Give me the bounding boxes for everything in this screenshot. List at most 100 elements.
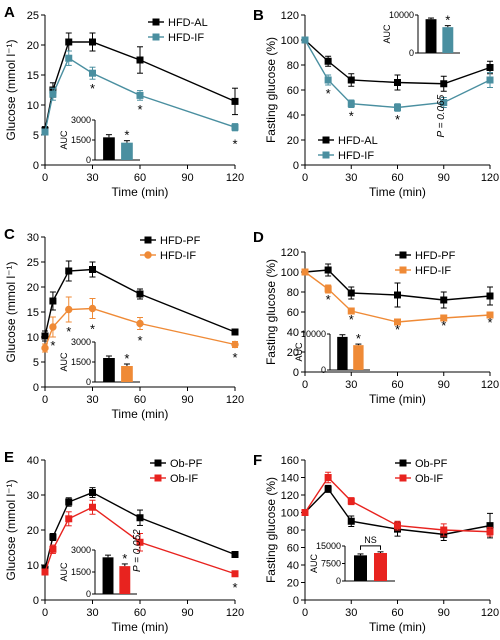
- y-tick-label: 20: [27, 40, 39, 52]
- legend-marker: [399, 474, 407, 482]
- inset-axis-label: AUC: [382, 24, 392, 44]
- y-tick-label: 0: [33, 160, 39, 172]
- series-line: [44, 307, 236, 349]
- legend-marker: [152, 18, 160, 26]
- auc-star: *: [356, 331, 361, 346]
- x-tick-label: 60: [134, 394, 146, 406]
- inset-tick-label: 3000: [71, 115, 91, 125]
- x-tick-label: 120: [481, 379, 499, 391]
- legend-marker: [144, 236, 152, 244]
- series-line: [304, 269, 491, 301]
- inset-axis-label: AUC: [59, 130, 69, 150]
- auc-bar: [103, 358, 115, 382]
- x-tick-label: 120: [481, 172, 499, 184]
- auc-star: *: [124, 128, 129, 143]
- significance-star: *: [232, 350, 237, 365]
- auc-star: *: [122, 551, 127, 566]
- data-point: [394, 318, 401, 326]
- legend-label: HFD-IF: [415, 265, 451, 277]
- significance-star: *: [326, 292, 331, 307]
- data-point: [231, 328, 239, 336]
- inset-axis-label: AUC: [59, 562, 69, 582]
- legend-label: HFD-PF: [160, 235, 201, 247]
- y-tick-label: 15: [27, 307, 39, 319]
- y-tick-label: 100: [281, 35, 299, 47]
- significance-star: *: [232, 137, 237, 152]
- legend-marker: [399, 266, 407, 274]
- ns-bracket: [360, 545, 381, 550]
- panel-letter: E: [4, 449, 14, 466]
- significance-star: *: [90, 322, 95, 337]
- auc-bar: [353, 345, 364, 370]
- data-point: [136, 514, 144, 522]
- data-point: [49, 90, 57, 98]
- x-tick-label: 30: [345, 172, 357, 184]
- series-line: [304, 487, 491, 536]
- series-ob-pf: [41, 487, 239, 574]
- x-axis-label: Time (min): [112, 185, 169, 199]
- series-ob-if: [301, 471, 494, 537]
- y-tick-label: 5: [33, 357, 39, 369]
- y-tick-label: 80: [287, 287, 299, 299]
- series-ob-pf: [301, 484, 494, 541]
- x-tick-label: 120: [481, 607, 499, 619]
- significance-star: *: [487, 315, 492, 330]
- data-point: [49, 297, 57, 305]
- auc-bar: [354, 555, 367, 581]
- legend-marker: [399, 459, 407, 467]
- data-point: [486, 311, 494, 319]
- y-tick-label: 0: [293, 367, 299, 379]
- y-tick-label: 120: [281, 247, 299, 259]
- series-line: [304, 476, 491, 533]
- inset-tick-label: 0: [86, 589, 91, 599]
- legend-marker: [399, 251, 407, 259]
- series-hfd-if: [301, 36, 494, 112]
- p-value-annotation: P = 0.052: [132, 529, 143, 572]
- data-point: [324, 76, 332, 84]
- x-axis-label: Time (min): [369, 620, 426, 634]
- series-hfd-pf: [41, 260, 239, 342]
- inset-tick-label: 7500: [321, 559, 341, 569]
- x-tick-label: 60: [134, 172, 146, 184]
- significance-star: *: [349, 312, 354, 327]
- legend-label: Ob-IF: [415, 473, 443, 485]
- y-tick-label: 140: [281, 473, 299, 485]
- y-tick-label: 20: [287, 347, 299, 359]
- panel-c: C 0 5 10 15 20 25 30 0 30 60 90 120 Time (min) Glucose…: [4, 226, 244, 421]
- significance-star: *: [90, 81, 95, 96]
- auc-bar: [119, 566, 131, 594]
- legend-marker: [144, 251, 152, 259]
- inset-axis-label: AUC: [294, 342, 304, 362]
- legend-label: Ob-PF: [415, 458, 448, 470]
- x-tick-label: 90: [438, 172, 450, 184]
- auc-star: *: [124, 351, 129, 366]
- legend-marker: [154, 459, 162, 467]
- y-tick-label: 120: [281, 10, 299, 22]
- data-point: [440, 80, 448, 88]
- y-tick-label: 20: [287, 135, 299, 147]
- data-point: [486, 528, 494, 536]
- y-tick-label: 100: [281, 508, 299, 520]
- x-tick-label: 60: [134, 607, 146, 619]
- inset-axis-label: AUC: [309, 554, 319, 574]
- data-point: [347, 100, 355, 108]
- series-line: [304, 271, 491, 323]
- y-tick-label: 0: [33, 595, 39, 607]
- panel-letter: D: [253, 229, 264, 246]
- auc-inset: 0 10000 AUC *: [382, 10, 460, 58]
- significance-star: *: [137, 333, 142, 348]
- data-point: [324, 285, 332, 293]
- data-point: [65, 305, 73, 314]
- y-tick-label: 40: [287, 560, 299, 572]
- legend-marker: [154, 474, 162, 482]
- data-point: [136, 91, 144, 99]
- series-ob-if: [41, 499, 239, 578]
- inset-axis-label: AUC: [59, 352, 69, 372]
- y-tick-label: 20: [27, 525, 39, 537]
- y-tick-label: 0: [293, 595, 299, 607]
- data-point: [41, 128, 49, 136]
- x-axis-label: Time (min): [112, 620, 169, 634]
- x-tick-label: 0: [302, 379, 308, 391]
- auc-inset: 0 10000 AUC *: [294, 329, 370, 375]
